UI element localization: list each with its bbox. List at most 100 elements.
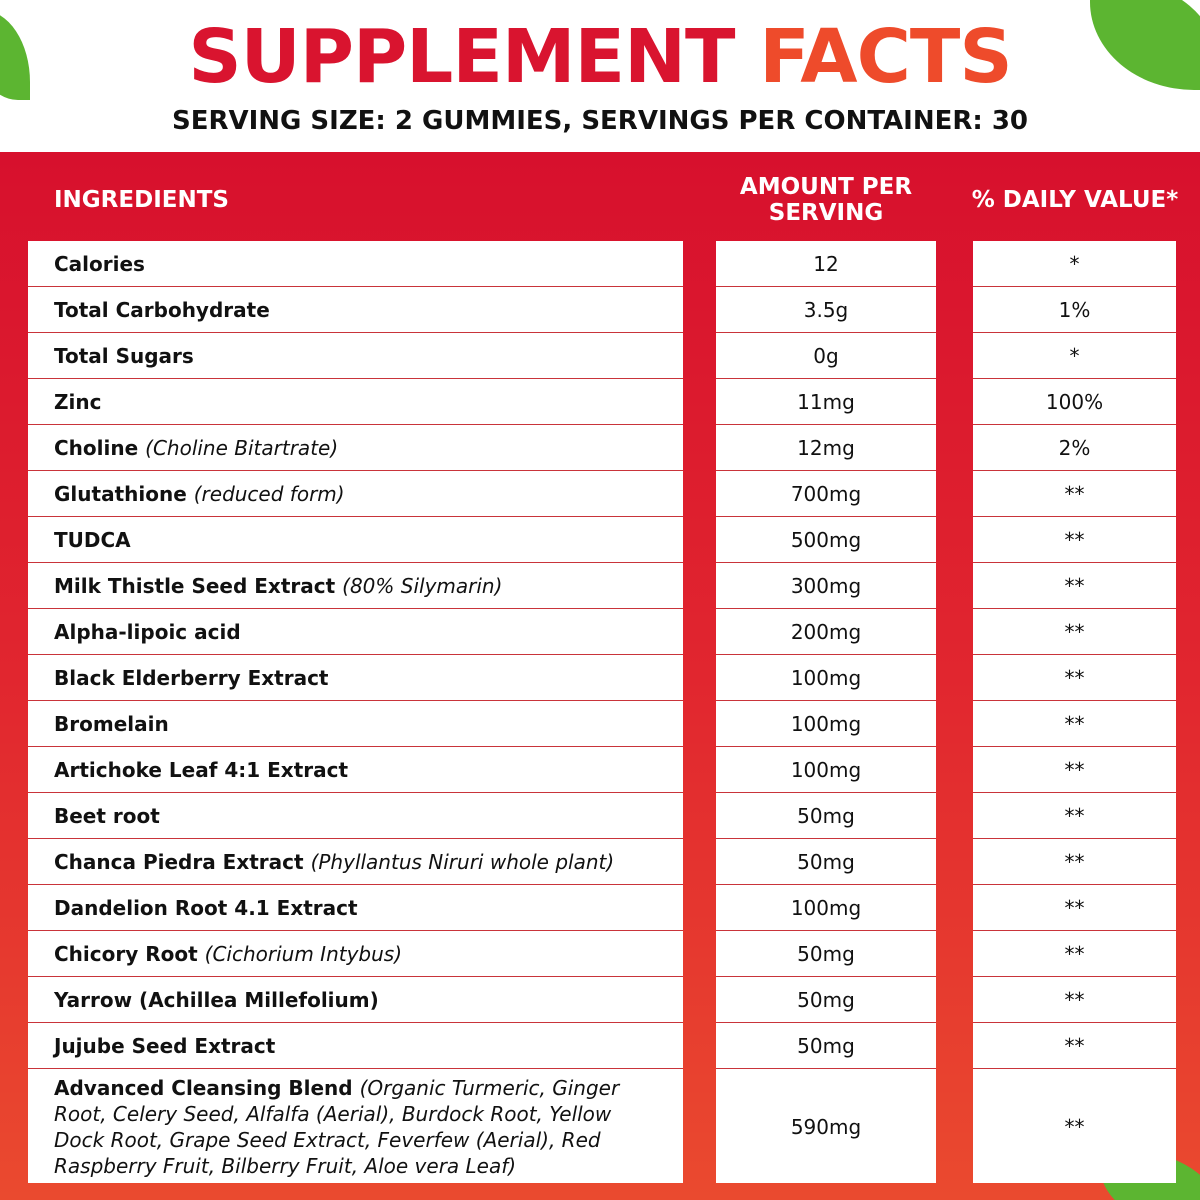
dv-column: * 1% * 100% 2% ** ** ** ** ** ** ** ** ** ** ** ** ** ** — [973, 241, 1176, 1183]
dv-cell: ** — [973, 793, 1176, 839]
ingredient-text: Total Carbohydrate — [54, 297, 270, 323]
ingredient-text: Artichoke Leaf 4:1 Extract — [54, 757, 348, 783]
amount-cell: 500mg — [716, 517, 936, 563]
ingredient-name: Chanca Piedra Extract — [54, 849, 304, 874]
dv-cell: ** — [973, 839, 1176, 885]
ingredient-name: Alpha-lipoic acid — [54, 619, 241, 644]
amount-cell: 700mg — [716, 471, 936, 517]
ingredient-cell: Bromelain — [28, 701, 683, 747]
amount-cell: 100mg — [716, 655, 936, 701]
dv-cell: 2% — [973, 425, 1176, 471]
ingredient-cell: Chanca Piedra Extract (Phyllantus Niruri… — [28, 839, 683, 885]
ingredient-cell: Alpha-lipoic acid — [28, 609, 683, 655]
ingredient-text: Black Elderberry Extract — [54, 665, 328, 691]
ingredient-name: Yarrow (Achillea Millefolium) — [54, 987, 379, 1012]
ingredient-text: Jujube Seed Extract — [54, 1033, 275, 1059]
ingredient-note: (Organic Turmeric, Ginger Root, Celery S… — [54, 1075, 620, 1178]
ingredient-name: Choline — [54, 435, 139, 460]
ingredient-name: Total Sugars — [54, 343, 194, 368]
dv-cell: ** — [973, 977, 1176, 1023]
amount-cell: 50mg — [716, 931, 936, 977]
ingredient-note: (80% Silymarin) — [342, 573, 503, 598]
ingredient-cell: Choline (Choline Bitartrate) — [28, 425, 683, 471]
title-part: SUPPLEMENT — [188, 14, 735, 100]
title-part: FACTS — [759, 14, 1012, 100]
ingredient-cell: Artichoke Leaf 4:1 Extract — [28, 747, 683, 793]
ingredient-name: Jujube Seed Extract — [54, 1033, 276, 1058]
ingredient-text: Glutathione (reduced form) — [54, 481, 345, 507]
ingredient-text: Bromelain — [54, 711, 169, 737]
dv-cell: ** — [973, 931, 1176, 977]
amount-cell: 3.5g — [716, 287, 936, 333]
ingredient-cell: Milk Thistle Seed Extract (80% Silymarin… — [28, 563, 683, 609]
ingredient-text: Total Sugars — [54, 343, 194, 369]
ingredient-cell: Jujube Seed Extract — [28, 1023, 683, 1069]
ingredient-note: (Cichorium Intybus) — [204, 941, 403, 966]
amount-cell: 11mg — [716, 379, 936, 425]
ingredient-name: Calories — [54, 251, 145, 276]
ingredient-text: Chanca Piedra Extract (Phyllantus Niruri… — [54, 849, 614, 875]
ingredient-text: Calories — [54, 251, 145, 277]
ingredient-cell: Chicory Root (Cichorium Intybus) — [28, 931, 683, 977]
amount-cell: 50mg — [716, 977, 936, 1023]
ingredient-name: Advanced Cleansing Blend — [54, 1075, 353, 1100]
dv-cell: ** — [1064, 1114, 1085, 1139]
ingredient-text: Zinc — [54, 389, 101, 415]
ingredient-text: Alpha-lipoic acid — [54, 619, 241, 645]
dv-cell: ** — [973, 517, 1176, 563]
dv-cell: ** — [973, 655, 1176, 701]
ingredient-name: Zinc — [54, 389, 102, 414]
ingredient-text: Dandelion Root 4.1 Extract — [54, 895, 358, 921]
dv-cell: 1% — [973, 287, 1176, 333]
ingredient-name: TUDCA — [54, 527, 131, 552]
ingredient-name: Chicory Root — [54, 941, 198, 966]
ingredient-cell: Beet root — [28, 793, 683, 839]
ingredient-text: Milk Thistle Seed Extract (80% Silymarin… — [54, 573, 502, 599]
dv-cell: 100% — [973, 379, 1176, 425]
column-header: INGREDIENTS — [54, 187, 229, 213]
ingredient-cell: Advanced Cleansing Blend (Organic Turmer… — [28, 1069, 683, 1184]
dv-cell: ** — [973, 563, 1176, 609]
dv-cell: * — [973, 333, 1176, 379]
dv-cell: ** — [973, 747, 1176, 793]
ingredient-name: Milk Thistle Seed Extract — [54, 573, 336, 598]
ingredient-note: (Phyllantus Niruri whole plant) — [310, 849, 615, 874]
amount-cell: 100mg — [716, 885, 936, 931]
ingredient-cell: Zinc — [28, 379, 683, 425]
ingredient-cell: Calories — [28, 241, 683, 287]
ingredient-name: Bromelain — [54, 711, 169, 736]
dv-cell: ** — [973, 471, 1176, 517]
dv-cell: ** — [973, 1023, 1176, 1069]
ingredient-note: (Choline Bitartrate) — [145, 435, 339, 460]
ingredient-name: Artichoke Leaf 4:1 Extract — [54, 757, 349, 782]
dv-cell: ** — [973, 701, 1176, 747]
ingredient-cell: TUDCA — [28, 517, 683, 563]
amount-column: 12 3.5g 0g 11mg 12mg 700mg 500mg 300mg 200mg 100m… — [716, 241, 936, 1183]
dv-cell: ** — [973, 609, 1176, 655]
amount-cell: 100mg — [716, 701, 936, 747]
ingredient-cell: Total Carbohydrate — [28, 287, 683, 333]
ingredient-name: Total Carbohydrate — [54, 297, 270, 322]
ingredient-name: Dandelion Root 4.1 Extract — [54, 895, 358, 920]
column-header: AMOUNT PER SERVING — [739, 174, 913, 226]
ingredient-text: Chicory Root (Cichorium Intybus) — [54, 941, 402, 967]
ingredient-text: Beet root — [54, 803, 160, 829]
title: SUPPLEMENT FACTS — [0, 14, 1200, 100]
amount-cell: 12 — [716, 241, 936, 287]
ingredient-cell: Glutathione (reduced form) — [28, 471, 683, 517]
ingredient-cell: Yarrow (Achillea Millefolium) — [28, 977, 683, 1023]
ingredient-text: Advanced Cleansing Blend (Organic Turmer… — [54, 1075, 663, 1179]
dv-cell: * — [973, 241, 1176, 287]
amount-cell: 12mg — [716, 425, 936, 471]
column-header: % DAILY VALUE* — [971, 187, 1179, 213]
ingredient-name: Beet root — [54, 803, 160, 828]
amount-cell: 0g — [716, 333, 936, 379]
ingredient-name: Black Elderberry Extract — [54, 665, 329, 690]
amount-cell: 50mg — [716, 1023, 936, 1069]
ingredient-text: TUDCA — [54, 527, 131, 553]
ingredient-cell: Black Elderberry Extract — [28, 655, 683, 701]
ingredient-name: Glutathione — [54, 481, 187, 506]
ingredient-column: Calories Total Carbohydrate Total Sugars Zi… — [28, 241, 683, 1183]
ingredient-cell: Dandelion Root 4.1 Extract — [28, 885, 683, 931]
